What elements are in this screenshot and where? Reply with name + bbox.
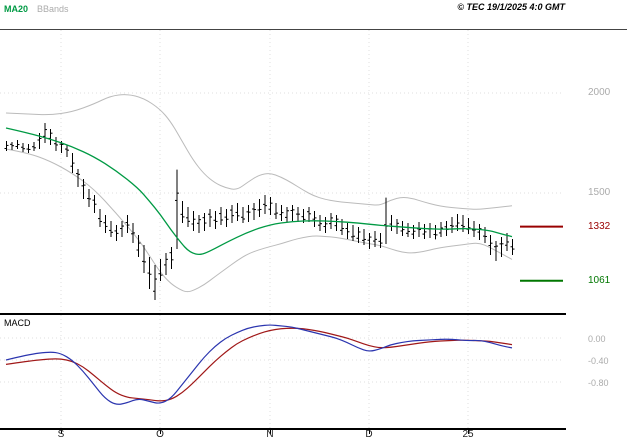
chart-header: MA20 BBands © TEC 19/1/2025 4:0 GMT	[0, 0, 627, 29]
header-divider	[0, 29, 627, 30]
price-axis-tick-label: 2000	[588, 87, 611, 98]
month-tick-mark	[160, 428, 161, 434]
month-label: 25	[462, 429, 474, 440]
copyright-text: © TEC 19/1/2025 4:0 GMT	[457, 2, 565, 12]
price-axis-tick-label: 1500	[588, 187, 611, 198]
macd-signal-line	[5, 327, 513, 402]
legend-bbands: BBands	[37, 4, 69, 14]
macd-divider-top	[0, 313, 566, 315]
macd-axis-tick-label: -0.40	[588, 356, 609, 366]
month-tick-mark	[369, 428, 370, 434]
month-tick-mark	[468, 428, 469, 434]
month-label: N	[266, 429, 274, 440]
month-tick-mark	[61, 428, 62, 434]
price-chart-canvas	[0, 30, 563, 313]
macd-line	[5, 324, 513, 405]
support-level-label: 1061	[588, 274, 611, 286]
macd-axis-tick-label: 0.00	[588, 334, 606, 344]
bollinger-lower-line	[5, 148, 513, 293]
legend-ma20: MA20	[4, 4, 29, 14]
price-bars	[4, 123, 515, 300]
resistance-level-label: 1332	[588, 220, 611, 232]
month-label: D	[365, 429, 373, 440]
month-label: S	[57, 429, 65, 440]
ma20-line	[5, 127, 513, 256]
bollinger-upper-line	[5, 94, 513, 210]
macd-panel-label: MACD	[4, 318, 31, 328]
macd-axis-tick-label: -0.80	[588, 378, 609, 388]
month-label: O	[156, 429, 164, 440]
chart-bottom-border	[0, 428, 566, 430]
month-tick-mark	[270, 428, 271, 434]
macd-chart-canvas	[0, 315, 563, 429]
